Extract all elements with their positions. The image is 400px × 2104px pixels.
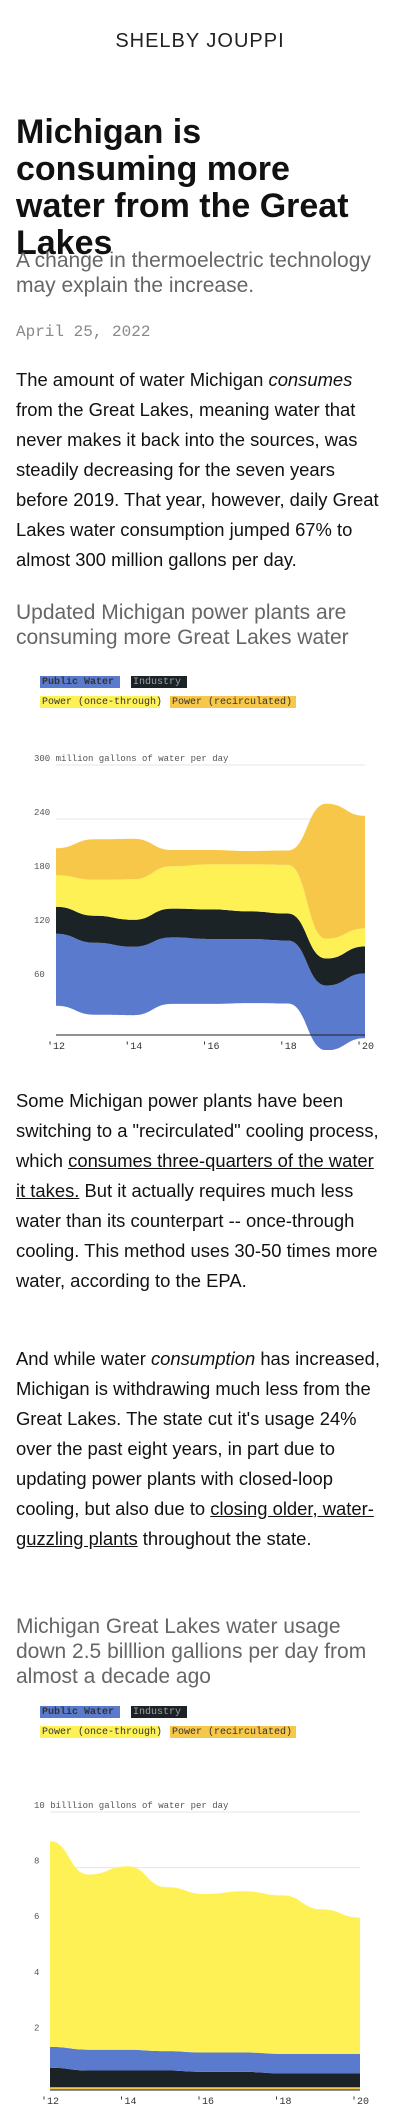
paragraph-1: The amount of water Michigan consumes fr…: [16, 365, 388, 575]
chart-1-x-tick-14: '14: [124, 1041, 142, 1050]
chart-1-area-public-water: [56, 933, 365, 1050]
chart-1-legend-swatch-public-water: [40, 676, 120, 688]
chart-1-x-tick-12: '12: [47, 1041, 65, 1050]
chart-2-legend-swatch-industry: [131, 1706, 187, 1718]
chart-2-legend-label-industry: Industry: [133, 1706, 181, 1718]
chart-1-area-power-recirculated: [56, 803, 365, 939]
chart-2: Public Water Industry Power (once-through)…: [34, 1706, 369, 2104]
article-title: Michigan is consuming more water from th…: [16, 113, 349, 262]
paragraph-3: And while water consumption has increase…: [16, 1344, 388, 1554]
chart-1-legend-label-industry: Industry: [133, 676, 181, 688]
p3-link[interactable]: closing older, water-guzzling plants: [16, 1498, 374, 1549]
p1-text-a: The amount of water Michigan: [16, 369, 269, 390]
p3-text-c: has increased, Michigan is withdrawing m…: [16, 1348, 380, 1519]
chart-2-area-public-water: [50, 2046, 360, 2074]
chart-1-x-tick-18: '18: [279, 1041, 297, 1050]
chart-1-legend: Public Water Industry Power (once-through)…: [40, 676, 296, 708]
chart-2-title: Michigan Great Lakes water usage down 2.…: [16, 1615, 367, 1688]
chart-2-y-axis-label: 10 billlion gallons of water per day: [34, 1801, 229, 1811]
chart-1-area-power-once-through: [56, 864, 365, 959]
p2-link[interactable]: consumes three-quarters of the water it …: [16, 1150, 374, 1201]
chart-1-legend-label-public-water: Public Water: [42, 676, 114, 688]
chart-2-y-tick-4: 4: [34, 1968, 39, 1978]
chart-2-x-tick-20: '20: [351, 2096, 369, 2104]
chart-2-x-tick-18: '18: [273, 2096, 291, 2104]
p2-text-a: Some Michigan power plants have been swi…: [16, 1090, 379, 1171]
chart-1-title: Updated Michigan power plants are consum…: [16, 601, 349, 649]
p3-text-d: throughout the state.: [137, 1528, 312, 1549]
chart-1-x-tick-16: '16: [201, 1041, 219, 1050]
chart-2-legend-swatch-power-once-through: [40, 1726, 160, 1738]
chart-1-y-axis-label: 300 million gallons of water per day: [34, 754, 229, 764]
chart-1-legend-label-power-recirculated: Power (recirculated): [172, 696, 292, 708]
chart-1-legend-swatch-industry: [131, 676, 187, 688]
chart-2-x-tick-12: '12: [41, 2096, 59, 2104]
chart-2-legend-swatch-public-water: [40, 1706, 120, 1718]
chart-2-y-tick-6: 6: [34, 1912, 39, 1922]
chart-1: Public Water Industry Power (once-through)…: [34, 676, 374, 1050]
paragraph-2: Some Michigan power plants have been swi…: [16, 1086, 388, 1296]
p2-text-c: But it actually requires much less water…: [16, 1180, 378, 1291]
chart-2-legend-label-public-water: Public Water: [42, 1706, 114, 1718]
chart-2-legend-label-power-once-through: Power (once-through): [42, 1726, 162, 1738]
chart-1-area-industry: [56, 906, 365, 986]
chart-2-y-tick-8: 8: [34, 1857, 39, 1867]
chart-1-legend-swatch-power-once-through: [40, 696, 160, 708]
chart-2-x-tick-14: '14: [118, 2096, 136, 2104]
chart-2-y-tick-2: 2: [34, 2023, 39, 2033]
chart-1-y-tick-120: 120: [34, 916, 50, 926]
site-name[interactable]: SHELBY JOUPPI: [115, 30, 285, 52]
chart-2-legend-swatch-power-recirculated: [170, 1726, 296, 1738]
chart-1-legend-label-power-once-through: Power (once-through): [42, 696, 162, 708]
chart-2-area-power-recirculated: [50, 2087, 360, 2090]
chart-2-x-tick-16: '16: [196, 2096, 214, 2104]
chart-2-legend: Public Water Industry Power (once-through)…: [40, 1706, 296, 1738]
p1-text-c: from the Great Lakes, meaning water that…: [16, 399, 379, 570]
chart-2-legend-label-power-recirculated: Power (recirculated): [172, 1726, 292, 1738]
chart-1-x-tick-20: '20: [356, 1041, 374, 1050]
chart-2-area-industry: [50, 2067, 360, 2088]
p1-emphasis: consumes: [268, 369, 353, 390]
chart-2-area-power-once-through: [50, 1841, 360, 2054]
chart-1-legend-swatch-power-recirculated: [170, 696, 296, 708]
chart-1-y-tick-60: 60: [34, 970, 45, 980]
article-subtitle: A change in thermoelectric technology ma…: [16, 249, 371, 297]
p3-emphasis: consumption: [150, 1348, 256, 1369]
chart-1-y-tick-240: 240: [34, 808, 50, 818]
chart-1-y-tick-180: 180: [34, 862, 50, 872]
article-date: April 25, 2022: [16, 323, 151, 341]
p3-text-a: And while water: [16, 1348, 151, 1369]
